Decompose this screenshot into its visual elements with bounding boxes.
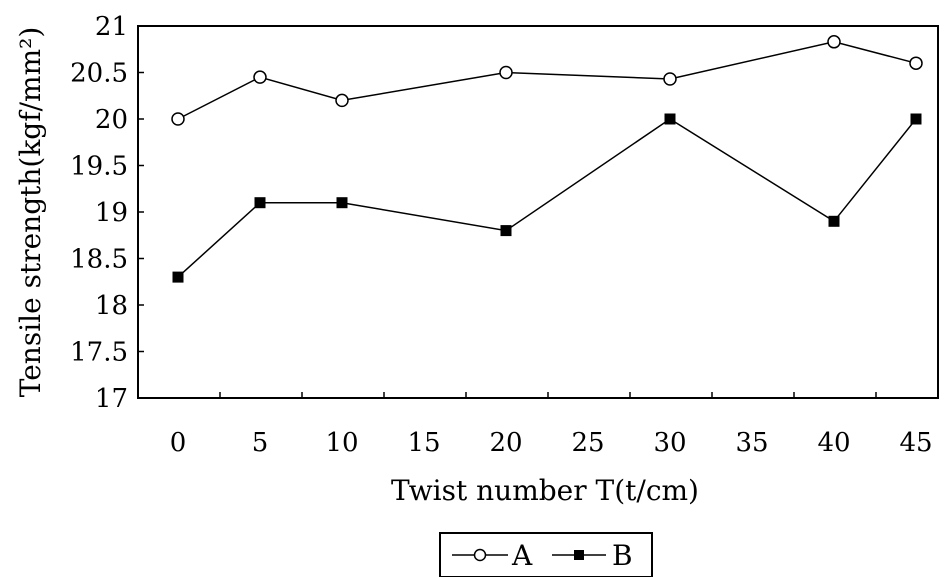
data-point-b xyxy=(336,197,348,209)
y-tick-label: 20.5 xyxy=(70,59,128,89)
data-point-a xyxy=(253,70,267,84)
legend-marker-b xyxy=(574,550,584,560)
y-axis-title: Tensile strength(kgf/mm²) xyxy=(14,27,47,398)
data-point-b xyxy=(172,271,184,283)
series-markers xyxy=(171,35,923,283)
x-tick-label: 10 xyxy=(325,428,358,458)
legend-label-b: B xyxy=(612,539,633,572)
y-tick-marks xyxy=(138,25,144,399)
data-point-b xyxy=(828,215,840,227)
data-point-a xyxy=(827,35,841,49)
data-point-a xyxy=(909,56,923,70)
series-line-b xyxy=(177,118,917,278)
legend: A B xyxy=(439,532,653,577)
x-tick-label: 40 xyxy=(817,428,850,458)
y-tick-label: 19 xyxy=(95,198,128,228)
data-point-a xyxy=(499,65,513,80)
data-point-a xyxy=(335,93,349,108)
y-tick-label: 21 xyxy=(95,12,128,42)
x-tick-label: 25 xyxy=(571,428,604,458)
y-tick-label: 18 xyxy=(95,291,128,321)
legend-label-a: A xyxy=(511,539,533,572)
data-point-b xyxy=(664,113,676,125)
x-tick-label: 35 xyxy=(735,428,768,458)
x-tick-label: 45 xyxy=(899,428,932,458)
data-point-b xyxy=(254,197,266,209)
data-point-a xyxy=(663,72,677,86)
x-tick-label: 15 xyxy=(407,428,440,458)
x-tick-label: 30 xyxy=(653,428,686,458)
y-tick-label: 17.5 xyxy=(70,338,128,368)
data-point-b xyxy=(910,113,922,125)
x-tick-label: 20 xyxy=(489,428,522,458)
y-tick-label: 19.5 xyxy=(70,152,128,182)
legend-box xyxy=(439,532,653,577)
x-tick-label: 0 xyxy=(170,428,187,458)
series-lines xyxy=(177,41,917,278)
y-tick-label: 20 xyxy=(95,105,128,135)
legend-marker-a xyxy=(473,548,487,562)
data-point-b xyxy=(500,225,512,237)
x-tick-marks xyxy=(219,392,877,398)
y-tick-labels: 17 17.5 18 18.5 19 19.5 20 20.5 21 xyxy=(70,12,128,414)
x-tick-labels: 0 5 10 15 20 25 30 35 40 45 xyxy=(170,428,933,458)
x-tick-label: 5 xyxy=(252,428,269,458)
y-tick-label: 17 xyxy=(95,384,128,414)
x-axis-title: Twist number T(t/cm) xyxy=(391,474,699,507)
series-line-a xyxy=(177,41,917,120)
y-tick-label: 18.5 xyxy=(70,245,128,275)
data-point-a xyxy=(171,112,185,126)
